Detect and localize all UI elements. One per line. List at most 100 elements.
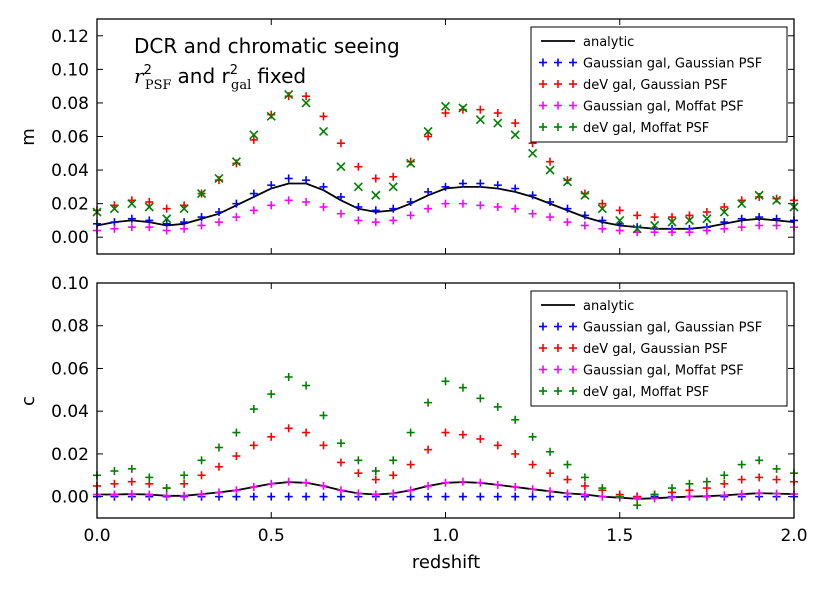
point-gaussian-gal-gaussian-psf [354,203,363,211]
point-dev-gal-moffat-psf [406,158,416,168]
point-dev-gal-gaussian-psf [511,119,520,128]
point-dev-gal-gaussian-psf [336,458,345,467]
point-gaussian-gal-moffat-psf [424,204,433,213]
legend-marker [539,58,547,67]
point-dev-gal-gaussian-psf [493,109,502,117]
point-gaussian-gal-moffat-psf [249,483,258,492]
point-gaussian-gal-moffat-psf [458,199,467,208]
point-dev-gal-gaussian-psf [720,479,729,488]
point-dev-gal-gaussian-psf [354,469,363,478]
legend-marker [539,344,547,352]
point-dev-gal-moffat-psf [284,373,293,381]
point-dev-gal-gaussian-psf [476,105,485,114]
point-dev-gal-gaussian-psf [685,211,694,220]
point-dev-gal-gaussian-psf [511,449,520,458]
point-gaussian-gal-moffat-psf [563,218,572,227]
legend-marker [569,387,577,395]
point-gaussian-gal-moffat-psf [424,481,433,490]
point-dev-gal-gaussian-psf [302,428,311,437]
point-gaussian-gal-moffat-psf [685,492,694,501]
point-dev-gal-gaussian-psf [702,208,711,217]
point-dev-gal-moffat-psf [650,220,660,231]
ytick-label: 0.04 [51,402,89,422]
point-gaussian-gal-gaussian-psf [127,214,136,223]
ytick-label: 0.06 [51,128,89,148]
point-gaussian-gal-gaussian-psf [772,214,781,223]
point-dev-gal-moffat-psf [772,195,782,205]
point-gaussian-gal-moffat-psf [406,486,415,495]
point-dev-gal-gaussian-psf [249,135,258,144]
top-legend: analytic Gaussian gal, Gaussian PSF deV ga… [530,26,788,143]
point-gaussian-gal-gaussian-psf [284,174,293,183]
point-dev-gal-moffat-psf [440,101,451,111]
point-gaussian-gal-gaussian-psf [458,179,467,188]
point-dev-gal-moffat-psf [180,471,189,480]
point-gaussian-gal-moffat-psf [232,486,241,495]
point-dev-gal-gaussian-psf [127,477,136,486]
legend-marker [539,365,547,374]
bottom-axis-ticks: 0.00 0.02 0.04 0.06 0.08 0.10 0.0 0.5 1.0 1.5 2.0 [51,274,807,546]
point-dev-gal-moffat-psf [493,118,503,128]
annotation-sup-1: 2 [144,63,152,78]
point-gaussian-gal-moffat-psf [476,201,485,210]
point-dev-gal-moffat-psf [127,199,137,209]
point-dev-gal-moffat-psf [493,402,502,411]
point-dev-gal-moffat-psf [562,177,573,187]
point-dev-gal-moffat-psf [214,443,223,452]
point-gaussian-gal-moffat-psf [214,488,223,497]
point-dev-gal-moffat-psf [179,204,189,214]
ytick-label: 0.02 [51,195,89,215]
point-gaussian-gal-moffat-psf [650,228,659,237]
legend-marker [554,58,562,67]
point-gaussian-gal-gaussian-psf [389,204,398,213]
point-dev-gal-gaussian-psf [249,441,258,450]
point-dev-gal-gaussian-psf [633,211,642,220]
point-gaussian-gal-moffat-psf [302,478,311,487]
legend-label: deV gal, Gaussian PSF [583,78,728,93]
point-dev-gal-moffat-psf [319,411,328,420]
point-gaussian-gal-moffat-psf [755,489,764,498]
point-dev-gal-gaussian-psf [371,475,380,484]
point-dev-gal-gaussian-psf [180,479,189,488]
point-gaussian-gal-moffat-psf [267,479,276,488]
point-gaussian-gal-gaussian-psf [249,189,258,198]
point-dev-gal-gaussian-psf [580,481,589,490]
point-dev-gal-moffat-psf [755,456,764,465]
point-gaussian-gal-moffat-psf [580,490,589,499]
annotation-fixed: fixed [257,64,306,88]
point-gaussian-gal-gaussian-psf [406,197,415,206]
point-dev-gal-moffat-psf [720,471,729,480]
point-dev-gal-gaussian-psf [458,430,467,439]
point-dev-gal-moffat-psf [354,456,363,465]
point-gaussian-gal-moffat-psf [406,211,415,220]
point-dev-gal-moffat-psf [441,377,450,386]
point-gaussian-gal-moffat-psf [110,224,119,233]
point-gaussian-gal-moffat-psf [458,477,467,486]
point-dev-gal-gaussian-psf [720,203,729,211]
point-dev-gal-gaussian-psf [476,434,485,443]
xtick-label: 0.5 [258,526,285,546]
point-gaussian-gal-moffat-psf [598,492,607,501]
top-annotation-line2: r2 PSF and r2 gal fixed [134,63,306,93]
point-dev-gal-gaussian-psf [493,441,502,450]
point-dev-gal-gaussian-psf [162,204,171,213]
point-dev-gal-moffat-psf [214,173,224,184]
xtick-label: 1.5 [606,526,633,546]
point-gaussian-gal-moffat-psf [232,213,241,222]
point-gaussian-gal-gaussian-psf [336,192,345,201]
point-gaussian-gal-moffat-psf [180,224,189,233]
point-dev-gal-moffat-psf [389,456,398,465]
point-gaussian-gal-gaussian-psf [493,181,502,190]
point-gaussian-gal-gaussian-psf [214,208,223,217]
point-dev-gal-gaussian-psf [668,213,677,222]
point-dev-gal-moffat-psf [162,484,171,493]
point-gaussian-gal-gaussian-psf [755,213,764,222]
point-dev-gal-moffat-psf [109,204,119,214]
point-gaussian-gal-gaussian-psf [162,219,171,228]
point-gaussian-gal-moffat-psf [197,490,206,499]
legend-marker [569,123,577,131]
point-dev-gal-moffat-psf [406,428,415,437]
point-dev-gal-moffat-psf [371,190,381,200]
point-gaussian-gal-moffat-psf [214,218,223,227]
point-dev-gal-moffat-psf [528,148,538,158]
